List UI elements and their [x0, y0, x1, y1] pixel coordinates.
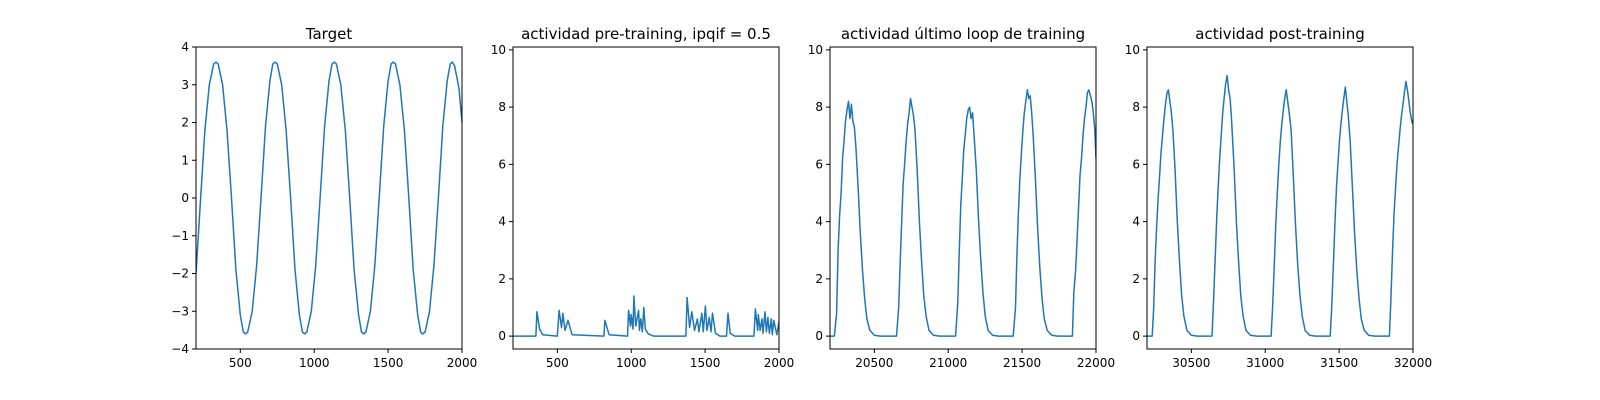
- y-tick-label: 0: [1132, 329, 1140, 343]
- axes-frame: [195, 46, 463, 350]
- x-tick-label: 20500: [855, 356, 893, 370]
- y-tick-label: 10: [1125, 43, 1140, 57]
- y-tick-label: 2: [498, 272, 506, 286]
- axes-frame: [1146, 46, 1414, 350]
- y-tick-label: 8: [1132, 100, 1140, 114]
- y-tick-label: 2: [815, 272, 823, 286]
- x-tick-label: 500: [229, 356, 252, 370]
- y-tick-label: 8: [815, 100, 823, 114]
- x-tick-label: 21500: [1003, 356, 1041, 370]
- subplot-3: 20500 21000 21500 22000 0 2 4 6 8 10 actividad últ…: [808, 25, 1115, 370]
- y-tick-label: 6: [1132, 157, 1140, 171]
- y-tick-label: 4: [498, 215, 506, 229]
- series-line-1: [1147, 74, 1413, 337]
- y-tick-label: 6: [498, 157, 506, 171]
- x-tick-label: 30500: [1172, 356, 1210, 370]
- y-tick-label: −4: [171, 342, 189, 356]
- y-tick-label: 2: [181, 116, 189, 130]
- y-tick-label: 4: [181, 40, 189, 54]
- x-tick-label: 21000: [929, 356, 967, 370]
- subplot-1: 500 1000 1500 2000 −4 −3 −2 −1 0 1 2 3 4 Target: [171, 25, 477, 370]
- y-tick-label: 10: [491, 43, 506, 57]
- x-tick-label: 1500: [690, 356, 721, 370]
- y-tick-label: 3: [181, 78, 189, 92]
- x-tick-label: 32000: [1394, 356, 1432, 370]
- x-tick-label: 2000: [764, 356, 795, 370]
- subplot-title: actividad pre-training, ipqif = 0.5: [521, 25, 771, 43]
- x-tick-label: 1000: [299, 356, 330, 370]
- y-tick-label: 0: [498, 329, 506, 343]
- subplot-title: Target: [305, 25, 353, 43]
- subplot-title: actividad último loop de training: [841, 25, 1085, 43]
- x-tick-label: 31500: [1320, 356, 1358, 370]
- y-tick-label: −3: [171, 304, 189, 318]
- subplot-4: 30500 31000 31500 32000 0 2 4 6 8 10 actividad pos…: [1125, 25, 1432, 370]
- y-tick-label: −1: [171, 229, 189, 243]
- x-tick-label: 2000: [447, 356, 478, 370]
- series-line-1: [830, 89, 1096, 337]
- axes-frame: [512, 46, 780, 350]
- y-tick-label: 8: [498, 100, 506, 114]
- axes-frame: [829, 46, 1097, 350]
- x-tick-label: 22000: [1077, 356, 1115, 370]
- series-line-1: [196, 61, 462, 335]
- y-tick-label: 0: [181, 191, 189, 205]
- y-tick-label: 1: [181, 153, 189, 167]
- y-tick-label: 4: [815, 215, 823, 229]
- y-tick-label: 4: [1132, 215, 1140, 229]
- y-tick-label: 0: [815, 329, 823, 343]
- x-tick-label: 1500: [373, 356, 404, 370]
- x-tick-label: 1000: [616, 356, 647, 370]
- subplot-2: 500 1000 1500 2000 0 2 4 6 8 10 actividad pre-trai…: [491, 25, 795, 370]
- series-line-1: [513, 295, 779, 337]
- x-tick-label: 31000: [1246, 356, 1284, 370]
- y-tick-label: 2: [1132, 272, 1140, 286]
- y-tick-label: −2: [171, 267, 189, 281]
- y-tick-label: 10: [808, 43, 823, 57]
- subplot-title: actividad post-training: [1195, 25, 1364, 43]
- y-tick-label: 6: [815, 157, 823, 171]
- x-tick-label: 500: [546, 356, 569, 370]
